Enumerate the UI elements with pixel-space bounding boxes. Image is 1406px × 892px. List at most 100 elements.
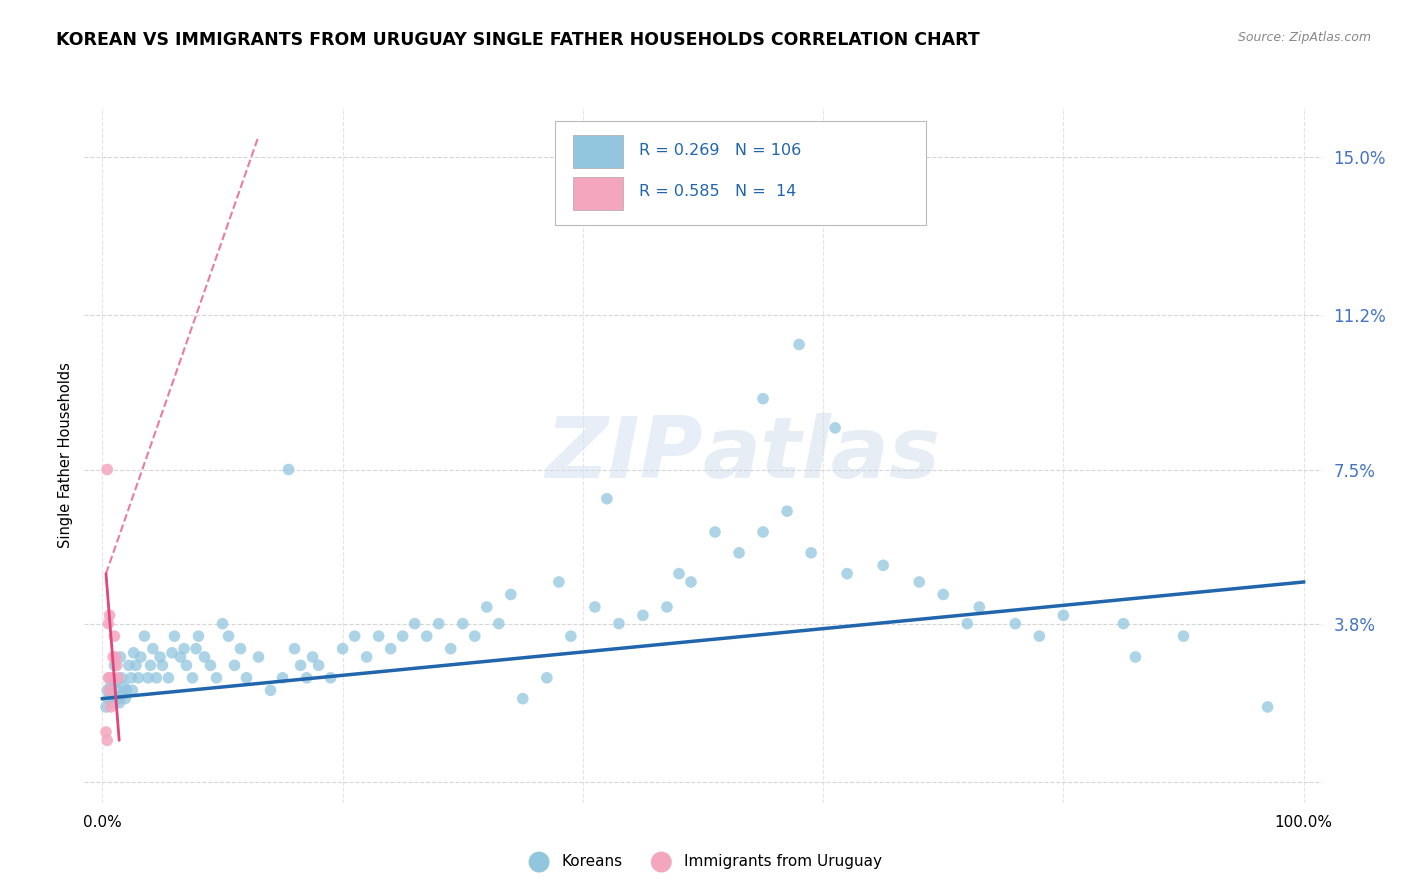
Point xyxy=(1125,650,1147,665)
Point xyxy=(908,574,931,589)
Point xyxy=(107,691,129,706)
Point xyxy=(776,504,799,518)
Point xyxy=(97,616,120,631)
Point xyxy=(440,641,463,656)
Text: R = 0.585   N =  14: R = 0.585 N = 14 xyxy=(638,185,796,200)
Point xyxy=(427,616,450,631)
Point xyxy=(108,696,131,710)
Point xyxy=(103,658,125,673)
Point xyxy=(655,599,678,614)
Point xyxy=(295,671,318,685)
Point xyxy=(356,650,378,665)
Bar xyxy=(574,177,623,210)
Point xyxy=(125,658,148,673)
Point xyxy=(173,641,195,656)
Point xyxy=(752,392,775,406)
Point xyxy=(104,650,127,665)
Point xyxy=(118,658,141,673)
Point xyxy=(205,671,228,685)
FancyBboxPatch shape xyxy=(554,121,925,226)
Point xyxy=(136,671,159,685)
Point xyxy=(98,683,121,698)
Point xyxy=(229,641,252,656)
Point xyxy=(1112,616,1135,631)
Point xyxy=(139,658,162,673)
Point xyxy=(184,641,207,656)
Point xyxy=(110,650,132,665)
Point xyxy=(100,700,122,714)
Point xyxy=(247,650,270,665)
Point xyxy=(149,650,172,665)
Point xyxy=(668,566,690,581)
Point xyxy=(211,616,233,631)
Point xyxy=(98,608,121,623)
Point xyxy=(728,546,751,560)
Point xyxy=(127,671,149,685)
Point xyxy=(290,658,312,673)
Legend: Koreans, Immigrants from Uruguay: Koreans, Immigrants from Uruguay xyxy=(517,848,889,875)
Point xyxy=(343,629,366,643)
Point xyxy=(105,658,128,673)
Point xyxy=(488,616,510,631)
Point xyxy=(596,491,619,506)
Point xyxy=(121,683,143,698)
Point xyxy=(1052,608,1074,623)
Point xyxy=(129,650,152,665)
Point xyxy=(1004,616,1026,631)
Point xyxy=(380,641,402,656)
Point xyxy=(1028,629,1050,643)
Point xyxy=(97,691,120,706)
Point xyxy=(824,421,846,435)
Point xyxy=(111,688,134,702)
Point xyxy=(96,733,118,747)
Point xyxy=(218,629,240,643)
Point xyxy=(94,725,117,739)
Point xyxy=(169,650,191,665)
Point xyxy=(187,629,209,643)
Point xyxy=(536,671,558,685)
Point xyxy=(631,608,654,623)
Point xyxy=(956,616,979,631)
Point xyxy=(560,629,582,643)
Point xyxy=(704,524,727,539)
Point xyxy=(224,658,246,673)
Point xyxy=(103,629,125,643)
Point xyxy=(94,700,117,714)
Point xyxy=(103,650,125,665)
Point xyxy=(969,599,991,614)
Point xyxy=(105,683,128,698)
Text: ZIP: ZIP xyxy=(546,413,703,497)
Point xyxy=(145,671,167,685)
Point xyxy=(404,616,426,631)
Point xyxy=(104,675,127,690)
Point xyxy=(134,629,156,643)
Point xyxy=(97,671,120,685)
Point xyxy=(160,646,183,660)
Point xyxy=(391,629,413,643)
Point xyxy=(800,546,823,560)
Point xyxy=(112,679,135,693)
Point xyxy=(547,574,569,589)
Point xyxy=(332,641,354,656)
Point xyxy=(235,671,257,685)
Point xyxy=(475,599,498,614)
Point xyxy=(367,629,389,643)
Point xyxy=(157,671,180,685)
Text: atlas: atlas xyxy=(703,413,941,497)
Y-axis label: Single Father Households: Single Father Households xyxy=(58,362,73,548)
Point xyxy=(193,650,215,665)
Point xyxy=(142,641,165,656)
Point xyxy=(115,683,138,698)
Point xyxy=(607,616,630,631)
Point xyxy=(152,658,174,673)
Point xyxy=(301,650,323,665)
Point xyxy=(110,671,132,685)
Text: KOREAN VS IMMIGRANTS FROM URUGUAY SINGLE FATHER HOUSEHOLDS CORRELATION CHART: KOREAN VS IMMIGRANTS FROM URUGUAY SINGLE… xyxy=(56,31,980,49)
Point xyxy=(932,587,955,601)
Point xyxy=(1257,700,1279,714)
Point xyxy=(200,658,222,673)
Bar xyxy=(574,135,623,169)
Point xyxy=(499,587,522,601)
Point xyxy=(176,658,198,673)
Point xyxy=(872,558,894,573)
